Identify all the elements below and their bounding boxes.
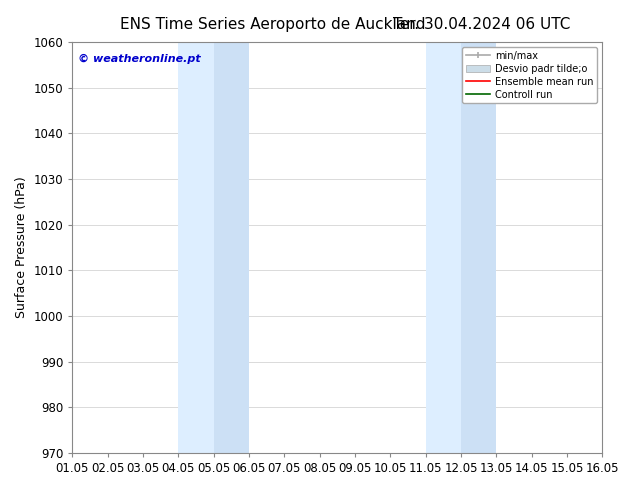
Bar — [178, 42, 214, 453]
Text: ENS Time Series Aeroporto de Auckland: ENS Time Series Aeroporto de Auckland — [120, 17, 425, 32]
Text: Ter. 30.04.2024 06 UTC: Ter. 30.04.2024 06 UTC — [393, 17, 571, 32]
Y-axis label: Surface Pressure (hPa): Surface Pressure (hPa) — [15, 176, 28, 318]
Bar — [425, 42, 461, 453]
Bar — [461, 42, 496, 453]
Text: © weatheronline.pt: © weatheronline.pt — [77, 54, 200, 65]
Legend: min/max, Desvio padr tilde;o, Ensemble mean run, Controll run: min/max, Desvio padr tilde;o, Ensemble m… — [462, 47, 597, 103]
Bar — [214, 42, 249, 453]
